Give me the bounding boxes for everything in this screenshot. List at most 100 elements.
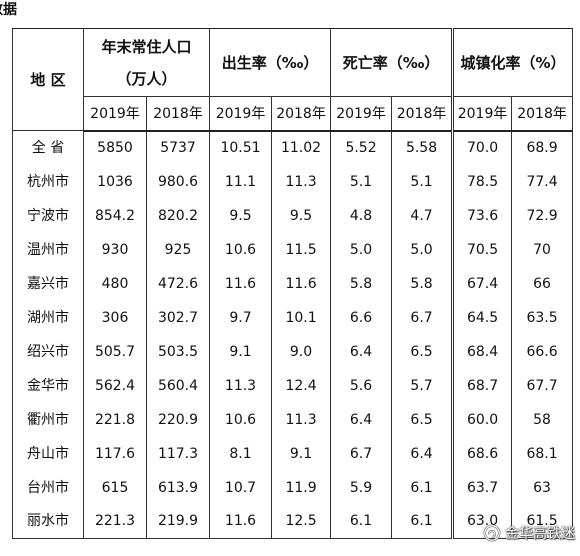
urbanization-2018-cell: 63 [511,470,574,505]
table-row: 嘉兴市 480 472.6 11.6 11.6 5.8 5.8 67.4 66 [12,266,574,301]
death-rate-2018-cell: 6.5 [391,402,454,437]
population-2019-cell: 615 [83,470,147,505]
urbanization-2018-cell: 61.5 [511,504,574,539]
table-row: 杭州市 1036 980.6 11.1 11.3 5.1 5.1 78.5 77.4 [12,164,574,199]
population-2019-cell: 930 [83,232,147,267]
death-rate-2019-cell: 6.7 [330,436,393,471]
urbanization-2019-cell: 78.5 [451,164,513,199]
population-2018-cell: 117.3 [145,436,211,471]
region-name: 宁波市 [12,198,84,233]
birth-rate-2018-cell: 11.6 [271,266,332,301]
region-name: 绍兴市 [12,334,84,369]
population-2019-cell: 221.3 [83,504,147,539]
header-row-years: 2019年 2018年 2019年 2018年 2019年 2018年 2019… [13,96,574,132]
region-name: 舟山市 [12,436,84,471]
year-header: 2019年 [83,96,147,132]
population-2019-cell: 505.7 [83,334,147,369]
population-2019-cell: 117.6 [83,436,147,471]
death-rate-2019-cell: 5.6 [330,368,393,403]
death-rate-2019-cell: 5.52 [330,130,393,165]
table-body: 全 省 5850 5737 10.51 11.02 5.52 5.58 70.0 68.9 杭州市… [12,130,574,539]
population-header: 年末常住人口 （万人） [82,28,211,97]
death-rate-2018-cell: 5.0 [391,232,454,267]
population-2019-cell: 854.2 [83,198,147,233]
birth-rate-2018-cell: 11.02 [271,130,332,165]
birth-rate-2018-cell: 9.0 [271,334,332,369]
population-2019-cell: 562.4 [83,368,147,403]
death-rate-2018-cell: 5.58 [391,130,454,165]
death-rate-2019-cell: 5.8 [330,266,393,301]
region-name: 全 省 [12,130,84,165]
population-2018-cell: 5737 [145,130,211,165]
urbanization-2019-cell: 73.6 [451,198,513,233]
watermark-text: 金华高铁迷 [505,526,575,542]
death-rate-2018-cell: 5.7 [391,368,454,403]
birth-rate-2018-cell: 12.5 [271,504,332,539]
birth-rate-2019-cell: 11.3 [209,368,273,403]
region-name: 衢州市 [12,402,84,437]
urbanization-2018-cell: 70 [511,232,574,267]
birth-rate-2018-cell: 11.3 [271,164,332,199]
birth-rate-2018-cell: 11.9 [271,470,332,505]
population-2018-cell: 503.5 [145,334,211,369]
urbanization-2018-cell: 63.5 [511,300,574,335]
section-heading-fragment: 数据 [0,2,17,18]
birth-rate-2019-cell: 9.5 [209,198,273,233]
table-header: 地 区 年末常住人口 （万人） 出生率（‰） 死亡率（‰） 城镇化率（%） 20… [12,28,574,132]
birth-rate-2018-cell: 12.4 [271,368,332,403]
year-header: 2018年 [391,96,454,132]
region-column-header: 地 区 [12,28,84,131]
population-2019-cell: 5850 [83,130,147,165]
region-name: 湖州市 [12,300,84,335]
region-name: 温州市 [12,232,84,267]
watermark: 金华高铁迷 [483,523,575,543]
population-2018-cell: 560.4 [145,368,211,403]
death-rate-2018-cell: 6.1 [391,504,454,539]
population-2018-cell: 472.6 [145,266,211,301]
death-rate-header: 死亡率（‰） [330,28,454,97]
header-row-groups: 地 区 年末常住人口 （万人） 出生率（‰） 死亡率（‰） 城镇化率（%） [12,28,574,131]
table-row: 台州市 615 613.9 10.7 11.9 5.9 6.1 63.7 63 [12,470,574,505]
death-rate-2018-cell: 5.8 [391,266,454,301]
urbanization-2019-cell: 70.5 [451,232,513,267]
urbanization-2018-cell: 66 [511,266,574,301]
table-row: 宁波市 854.2 820.2 9.5 9.5 4.8 4.7 73.6 72.9 [12,198,574,233]
birth-rate-2018-cell: 10.1 [271,300,332,335]
birth-rate-2019-cell: 10.6 [209,402,273,437]
death-rate-2018-cell: 6.5 [391,334,454,369]
population-2018-cell: 980.6 [145,164,211,199]
population-2018-cell: 302.7 [145,300,211,335]
birth-rate-2019-cell: 8.1 [209,436,273,471]
urbanization-header: 城镇化率（%） [451,28,574,97]
birth-rate-2019-cell: 10.6 [209,232,273,267]
region-name: 杭州市 [12,164,84,199]
death-rate-2019-cell: 5.0 [330,232,393,267]
urbanization-2019-cell: 67.4 [451,266,513,301]
urbanization-2018-cell: 68.9 [511,130,574,165]
birth-rate-2019-cell: 11.1 [209,164,273,199]
urbanization-2018-cell: 72.9 [511,198,574,233]
population-2018-cell: 925 [145,232,211,267]
table-row: 衢州市 221.8 220.9 10.6 11.3 6.4 6.5 60.0 58 [12,402,574,437]
urbanization-2018-cell: 77.4 [511,164,574,199]
death-rate-2019-cell: 5.9 [330,470,393,505]
table-row: 绍兴市 505.7 503.5 9.1 9.0 6.4 6.5 68.4 66.6 [12,334,574,369]
death-rate-2019-cell: 4.8 [330,198,393,233]
year-header: 2019年 [330,96,393,132]
birth-rate-header: 出生率（‰） [209,28,332,97]
population-2019-cell: 480 [83,266,147,301]
population-2018-cell: 820.2 [145,198,211,233]
urbanization-2019-cell: 70.0 [451,130,513,165]
region-name: 嘉兴市 [12,266,84,301]
birth-rate-2018-cell: 9.1 [271,436,332,471]
birth-rate-2018-cell: 9.5 [271,198,332,233]
death-rate-2018-cell: 6.4 [391,436,454,471]
population-unit: （万人） [116,69,177,88]
birth-rate-2019-cell: 10.51 [209,130,273,165]
population-2019-cell: 1036 [83,164,147,199]
urbanization-2018-cell: 68.1 [511,436,574,471]
urbanization-2019-cell: 68.7 [451,368,513,403]
birth-rate-2019-cell: 9.1 [209,334,273,369]
death-rate-2018-cell: 5.1 [391,164,454,199]
